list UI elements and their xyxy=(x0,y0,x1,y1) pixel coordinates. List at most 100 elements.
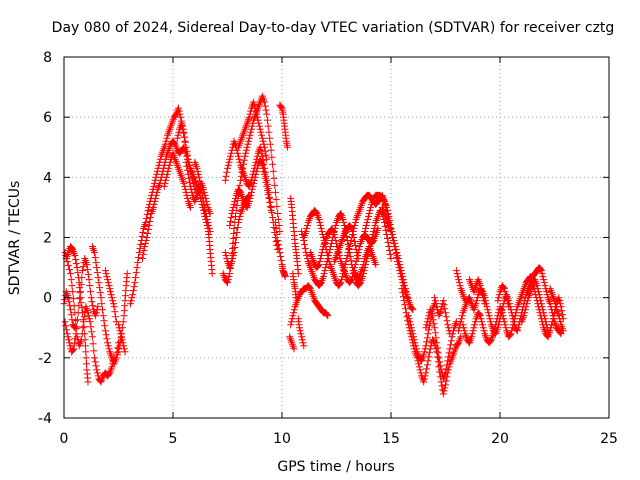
data-point xyxy=(415,363,423,371)
data-point xyxy=(99,312,107,320)
data-point xyxy=(84,266,92,274)
data-point xyxy=(187,185,195,193)
data-point xyxy=(101,267,109,275)
data-point xyxy=(249,182,257,190)
data-point xyxy=(225,158,233,166)
data-point xyxy=(253,110,261,118)
data-point xyxy=(83,261,91,269)
data-point xyxy=(316,258,324,266)
data-point xyxy=(269,160,277,168)
data-point xyxy=(224,161,232,169)
data-point xyxy=(203,215,211,223)
data-point xyxy=(318,227,326,235)
data-point xyxy=(195,173,203,181)
data-point xyxy=(274,241,282,249)
data-point xyxy=(245,113,253,121)
data-point xyxy=(301,241,309,249)
data-point xyxy=(132,269,140,277)
data-point xyxy=(298,336,306,344)
data-point xyxy=(266,202,274,210)
data-point xyxy=(103,335,111,343)
data-point xyxy=(96,289,104,297)
data-point xyxy=(366,206,374,214)
data-point xyxy=(271,218,279,226)
data-point xyxy=(372,261,380,269)
data-point xyxy=(66,302,74,310)
data-point xyxy=(67,311,75,319)
data-point xyxy=(223,168,231,176)
data-point xyxy=(319,273,327,281)
data-point xyxy=(94,274,102,282)
y-tick-label: 6 xyxy=(43,110,52,126)
data-point xyxy=(71,252,79,260)
data-point xyxy=(178,119,186,127)
data-point xyxy=(386,251,394,259)
data-point xyxy=(87,294,95,302)
y-tick-labels: -4 -2 0 2 4 6 8 xyxy=(38,50,52,427)
data-point xyxy=(349,230,357,238)
data-point xyxy=(79,263,87,271)
data-point xyxy=(262,178,270,186)
data-point xyxy=(386,247,394,255)
data-point xyxy=(480,327,488,335)
data-point xyxy=(87,323,95,331)
data-point xyxy=(274,209,282,217)
data-point xyxy=(540,279,548,287)
data-point xyxy=(265,128,273,136)
data-point xyxy=(543,288,551,296)
data-point xyxy=(197,181,205,189)
data-point xyxy=(79,324,87,332)
data-point xyxy=(96,284,104,292)
data-point xyxy=(241,152,249,160)
data-point xyxy=(226,155,234,163)
data-point xyxy=(431,329,439,337)
data-point xyxy=(255,122,263,130)
data-point xyxy=(183,162,191,170)
data-point xyxy=(162,137,170,145)
data-point xyxy=(251,173,259,181)
data-point xyxy=(423,365,431,373)
data-point xyxy=(245,134,253,142)
data-point xyxy=(540,276,548,284)
data-point xyxy=(460,327,468,335)
data-point xyxy=(82,354,90,362)
data-point xyxy=(317,224,325,232)
data-point xyxy=(208,270,216,278)
data-point xyxy=(495,291,503,299)
data-point xyxy=(276,249,284,257)
data-point xyxy=(303,224,311,232)
data-point xyxy=(224,164,231,172)
data-point xyxy=(231,239,239,247)
data-point xyxy=(230,249,238,257)
data-point xyxy=(321,267,329,275)
data-point xyxy=(502,324,510,332)
data-point xyxy=(181,138,189,146)
data-point xyxy=(539,273,547,281)
data-point xyxy=(104,276,112,284)
data-point xyxy=(184,170,192,178)
data-point xyxy=(151,197,159,205)
data-point xyxy=(470,324,478,332)
data-point xyxy=(325,255,333,263)
data-point xyxy=(289,312,297,320)
data-point xyxy=(202,209,210,217)
data-point xyxy=(315,261,323,269)
data-point xyxy=(380,196,388,204)
data-point xyxy=(287,321,295,329)
data-point xyxy=(76,295,84,303)
data-point xyxy=(85,276,93,284)
data-point xyxy=(361,227,369,235)
data-point xyxy=(460,324,468,332)
data-point xyxy=(359,261,367,269)
data-point xyxy=(93,269,101,277)
data-point xyxy=(203,200,211,208)
data-point xyxy=(337,279,345,287)
data-point xyxy=(258,149,266,157)
data-point xyxy=(68,282,76,290)
data-point xyxy=(317,280,325,288)
data-point xyxy=(112,313,120,321)
data-point xyxy=(81,336,89,344)
data-point xyxy=(290,345,298,353)
data-point xyxy=(69,295,77,303)
